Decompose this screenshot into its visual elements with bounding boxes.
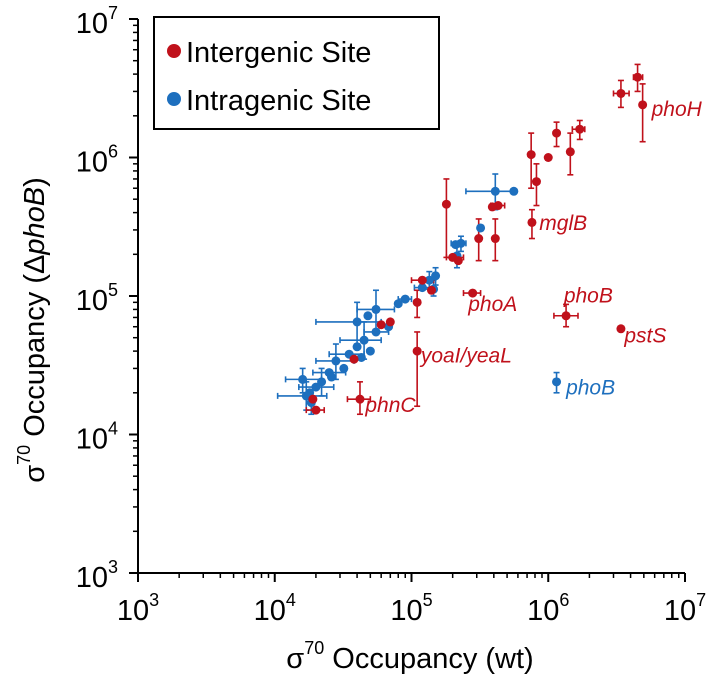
intergenic-point xyxy=(468,288,478,298)
y-axis-title-delta: Δ xyxy=(19,255,51,274)
intragenic-point xyxy=(331,356,341,366)
annotation-label: mglB xyxy=(539,212,587,235)
intergenic-point xyxy=(412,346,422,356)
intragenic-point xyxy=(339,363,349,373)
intragenic-point xyxy=(311,382,321,392)
x-tick-label: 106 xyxy=(527,590,569,627)
intergenic-point xyxy=(561,311,571,321)
y-tick-label: 104 xyxy=(76,419,118,456)
intergenic-point xyxy=(412,297,422,307)
intragenic-point xyxy=(365,346,375,356)
annotation-label: phoH xyxy=(651,98,703,121)
point-group xyxy=(298,72,648,415)
intragenic-point xyxy=(317,377,327,387)
intragenic-point xyxy=(400,294,410,304)
x-tick-label: 107 xyxy=(664,590,706,627)
intergenic-point xyxy=(543,153,553,162)
intragenic-point xyxy=(363,311,373,321)
intergenic-point xyxy=(355,394,365,404)
annotation-label: phnC xyxy=(364,394,416,417)
intragenic-point xyxy=(509,186,519,196)
annotation-group: phoH mglB phoB phoA pstS yoaI/yeaL phoB phnC xyxy=(364,98,702,417)
intragenic-point xyxy=(431,271,441,281)
y-axis-title: σ70 Occupancy (ΔphoB) xyxy=(14,177,51,483)
intragenic-point xyxy=(356,352,366,362)
intragenic-point xyxy=(417,283,427,293)
intergenic-point xyxy=(385,317,395,327)
legend: Intergenic Site Intragenic Site xyxy=(153,16,440,130)
intragenic-point xyxy=(298,374,308,384)
intragenic-point xyxy=(326,372,336,382)
intergenic-point xyxy=(490,234,500,244)
intergenic-point xyxy=(526,150,536,160)
intergenic-point xyxy=(441,199,451,209)
intergenic-point xyxy=(633,72,643,82)
x-axis-title-sigma: σ xyxy=(286,643,304,675)
intergenic-point xyxy=(575,124,585,134)
y-axis-title-sup: 70 xyxy=(14,445,34,465)
y-tick-label: 107 xyxy=(76,3,118,40)
x-tick-label: 105 xyxy=(390,590,432,627)
intergenic-point xyxy=(308,394,318,404)
y-tick-label: 103 xyxy=(76,557,118,594)
x-axis-title: σ70 Occupancy (wt) xyxy=(286,638,533,675)
legend-label-intergenic: Intergenic Site xyxy=(186,37,371,69)
y-axis-title-close: ) xyxy=(19,177,51,187)
intergenic-point xyxy=(349,354,359,364)
intragenic-point xyxy=(352,342,362,352)
y-tick-label: 106 xyxy=(76,142,118,179)
intergenic-point xyxy=(487,202,497,212)
y-axis-title-sigma: σ xyxy=(19,465,51,483)
intergenic-point xyxy=(552,128,562,138)
tick-group: 103 104 105 106 107 103 104 105 106 107 xyxy=(76,3,706,627)
annotation-label: phoB xyxy=(565,376,615,399)
intragenic-point xyxy=(476,223,486,233)
x-axis-title-sup: 70 xyxy=(304,638,324,658)
annotation-label: yoaI/yeaL xyxy=(419,345,512,368)
annotation-label: phoA xyxy=(467,293,517,316)
intragenic-point xyxy=(552,377,562,387)
intergenic-point xyxy=(453,256,463,266)
intragenic-point xyxy=(371,304,381,314)
intragenic-point xyxy=(424,275,434,285)
intergenic-point xyxy=(426,285,436,295)
legend-label-intragenic: Intragenic Site xyxy=(186,85,371,117)
x-tick-label: 104 xyxy=(254,590,296,627)
intragenic-point xyxy=(371,327,381,337)
legend-box xyxy=(153,16,440,130)
intragenic-point xyxy=(451,240,461,250)
intergenic-point xyxy=(565,147,575,157)
intergenic-point xyxy=(527,217,537,227)
y-tick-label: 105 xyxy=(76,280,118,317)
intergenic-point xyxy=(638,100,648,110)
annotation-label: pstS xyxy=(623,325,666,348)
intergenic-point xyxy=(311,405,321,415)
intragenic-point xyxy=(393,299,403,309)
y-axis-title-italic: phoB xyxy=(19,187,51,256)
legend-marker-intragenic xyxy=(167,92,181,106)
intragenic-point xyxy=(490,186,500,196)
x-tick-label: 103 xyxy=(117,590,159,627)
annotation-label: phoB xyxy=(563,284,613,307)
intragenic-point xyxy=(359,335,369,345)
intergenic-point xyxy=(616,88,626,98)
intergenic-point xyxy=(616,324,626,334)
legend-marker-intergenic xyxy=(167,44,181,58)
intragenic-point xyxy=(352,317,362,327)
intergenic-point xyxy=(417,275,427,285)
intergenic-point xyxy=(376,320,386,330)
x-axis-title-rest: Occupancy (wt) xyxy=(324,643,534,675)
intergenic-point xyxy=(531,177,541,187)
intergenic-point xyxy=(474,234,484,244)
y-axis-title-rest: Occupancy ( xyxy=(19,274,51,445)
